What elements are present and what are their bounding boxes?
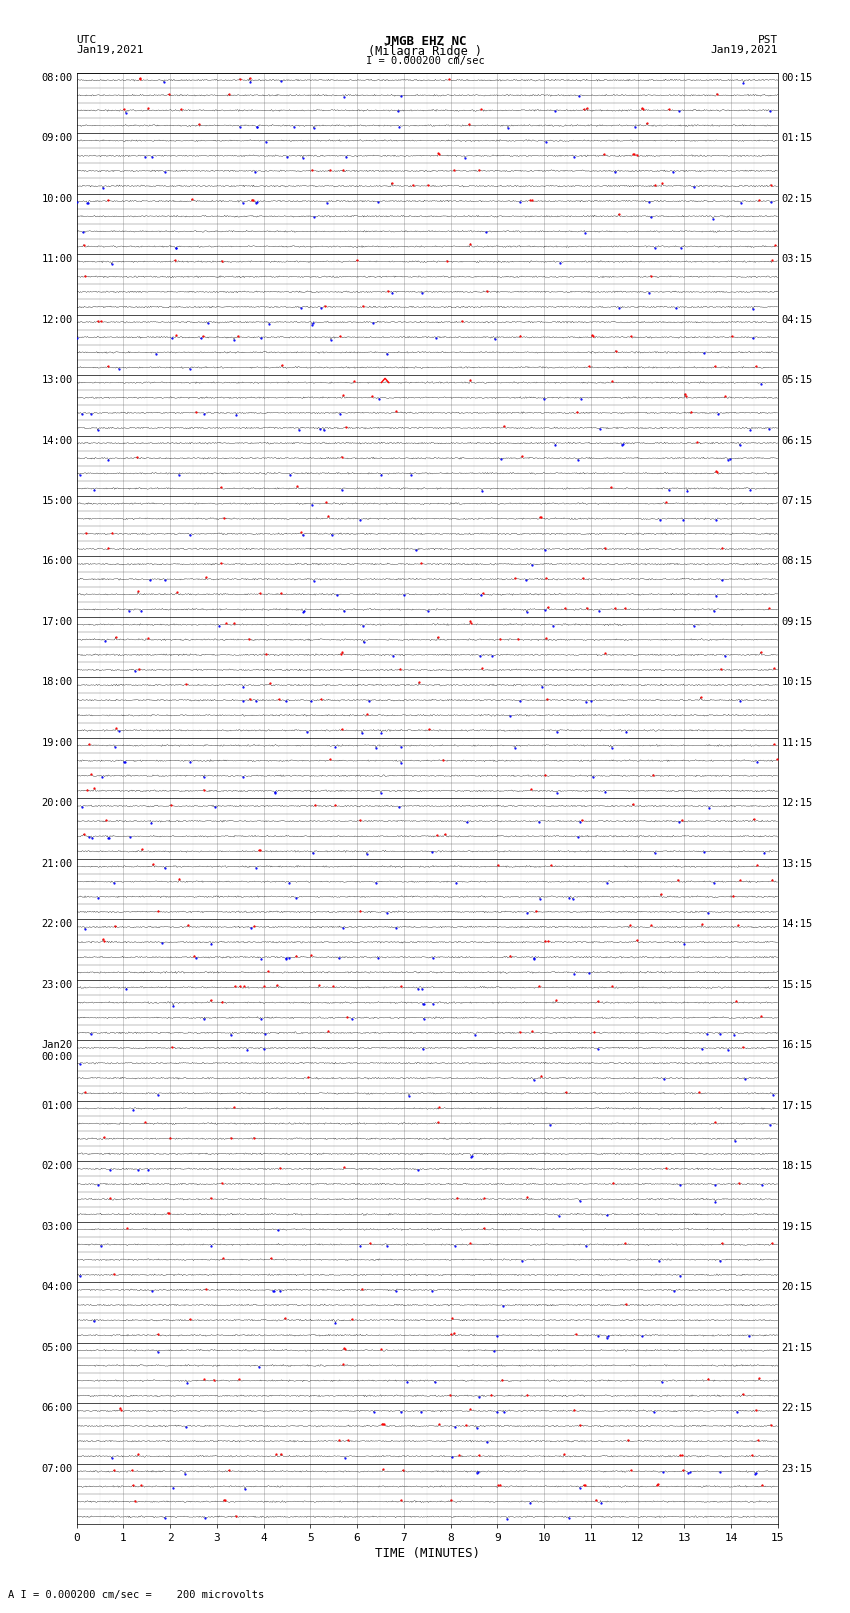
Text: 01:00: 01:00: [42, 1100, 73, 1111]
X-axis label: TIME (MINUTES): TIME (MINUTES): [375, 1547, 479, 1560]
Text: 14:15: 14:15: [781, 919, 813, 929]
Text: 18:15: 18:15: [781, 1161, 813, 1171]
Text: 05:00: 05:00: [42, 1342, 73, 1353]
Text: 17:00: 17:00: [42, 618, 73, 627]
Text: 11:15: 11:15: [781, 739, 813, 748]
Text: (Milagra Ridge ): (Milagra Ridge ): [368, 45, 482, 58]
Text: 03:00: 03:00: [42, 1223, 73, 1232]
Text: 04:00: 04:00: [42, 1282, 73, 1292]
Text: 12:00: 12:00: [42, 315, 73, 324]
Text: 11:00: 11:00: [42, 255, 73, 265]
Text: 09:00: 09:00: [42, 134, 73, 144]
Text: 15:15: 15:15: [781, 979, 813, 990]
Text: 19:00: 19:00: [42, 739, 73, 748]
Text: 20:00: 20:00: [42, 798, 73, 808]
Text: A I = 0.000200 cm/sec =    200 microvolts: A I = 0.000200 cm/sec = 200 microvolts: [8, 1590, 264, 1600]
Text: I = 0.000200 cm/sec: I = 0.000200 cm/sec: [366, 56, 484, 66]
Text: 13:00: 13:00: [42, 376, 73, 386]
Text: 13:15: 13:15: [781, 858, 813, 869]
Text: PST: PST: [757, 35, 778, 45]
Text: 12:15: 12:15: [781, 798, 813, 808]
Text: 07:00: 07:00: [42, 1465, 73, 1474]
Text: 08:15: 08:15: [781, 556, 813, 566]
Text: 15:00: 15:00: [42, 497, 73, 506]
Text: 05:15: 05:15: [781, 376, 813, 386]
Text: 02:00: 02:00: [42, 1161, 73, 1171]
Text: 08:00: 08:00: [42, 73, 73, 82]
Text: Jan19,2021: Jan19,2021: [76, 45, 144, 55]
Text: 20:15: 20:15: [781, 1282, 813, 1292]
Text: 06:15: 06:15: [781, 436, 813, 445]
Text: JMGB EHZ NC: JMGB EHZ NC: [383, 35, 467, 48]
Text: 14:00: 14:00: [42, 436, 73, 445]
Text: UTC: UTC: [76, 35, 97, 45]
Text: Jan20
00:00: Jan20 00:00: [42, 1040, 73, 1061]
Text: 00:15: 00:15: [781, 73, 813, 82]
Text: 10:15: 10:15: [781, 677, 813, 687]
Text: 01:15: 01:15: [781, 134, 813, 144]
Text: 10:00: 10:00: [42, 194, 73, 203]
Text: 21:00: 21:00: [42, 858, 73, 869]
Text: 04:15: 04:15: [781, 315, 813, 324]
Text: 09:15: 09:15: [781, 618, 813, 627]
Text: 18:00: 18:00: [42, 677, 73, 687]
Text: 22:00: 22:00: [42, 919, 73, 929]
Text: 19:15: 19:15: [781, 1223, 813, 1232]
Text: 21:15: 21:15: [781, 1342, 813, 1353]
Text: 16:15: 16:15: [781, 1040, 813, 1050]
Text: Jan19,2021: Jan19,2021: [711, 45, 778, 55]
Text: 22:15: 22:15: [781, 1403, 813, 1413]
Text: 03:15: 03:15: [781, 255, 813, 265]
Text: 17:15: 17:15: [781, 1100, 813, 1111]
Text: 02:15: 02:15: [781, 194, 813, 203]
Text: 23:00: 23:00: [42, 979, 73, 990]
Text: 16:00: 16:00: [42, 556, 73, 566]
Text: 23:15: 23:15: [781, 1465, 813, 1474]
Text: 06:00: 06:00: [42, 1403, 73, 1413]
Text: 07:15: 07:15: [781, 497, 813, 506]
